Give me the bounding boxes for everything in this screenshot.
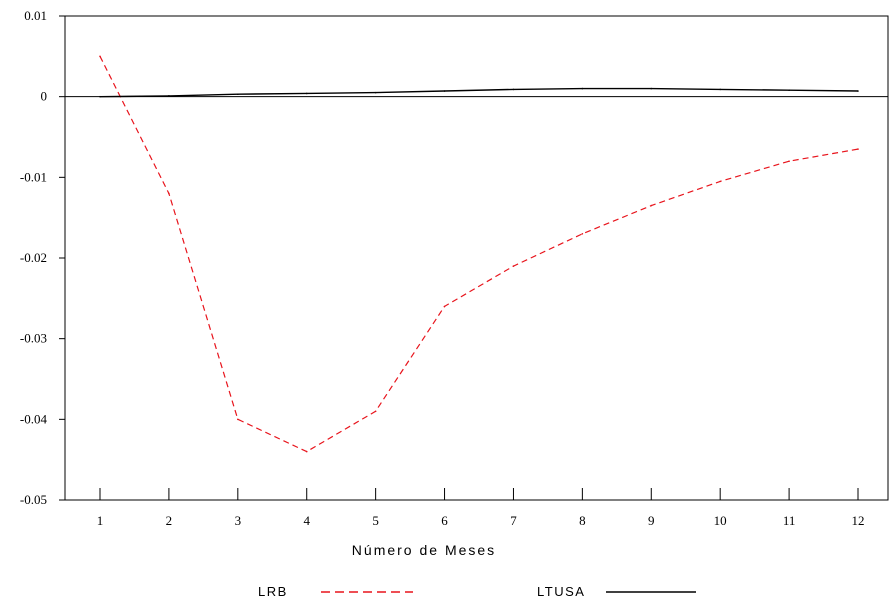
- series-line-ltusa: [99, 87, 859, 98]
- x-tick-label: 3: [235, 513, 242, 528]
- series-line-lrb: [99, 56, 859, 453]
- data-point-lrb: [581, 233, 584, 235]
- x-axis-label: Número de Meses: [352, 542, 496, 558]
- data-point-ltusa: [719, 88, 721, 91]
- x-tick-label: 12: [852, 513, 865, 528]
- x-tick-label: 5: [372, 513, 379, 528]
- x-tick-label: 6: [441, 513, 448, 528]
- data-point-lrb: [305, 450, 308, 453]
- legend-label-lrb: LRB: [258, 584, 288, 599]
- x-tick-label: 11: [783, 513, 796, 528]
- data-point-lrb: [99, 55, 101, 58]
- data-point-lrb: [237, 418, 239, 421]
- data-point-ltusa: [305, 92, 308, 95]
- x-tick-label: 7: [510, 513, 517, 528]
- legend: LRB LTUSA: [258, 584, 696, 599]
- data-point-lrb: [650, 204, 653, 207]
- data-point-ltusa: [788, 89, 790, 92]
- data-point-lrb: [443, 305, 446, 308]
- legend-label-ltusa: LTUSA: [537, 584, 585, 599]
- data-point-ltusa: [857, 90, 859, 92]
- x-tick-label: 8: [579, 513, 586, 528]
- x-tick-label: 9: [648, 513, 655, 528]
- data-point-lrb: [857, 148, 859, 150]
- data-point-ltusa: [650, 87, 653, 90]
- data-point-ltusa: [512, 88, 515, 91]
- x-axis-ticks: 1 2 3 4 5 6 7 8 9 10 11 12: [97, 488, 865, 528]
- data-point-ltusa: [237, 93, 239, 96]
- data-point-ltusa: [443, 90, 446, 92]
- data-point-lrb: [719, 180, 721, 183]
- y-tick-label: -0.02: [20, 250, 47, 265]
- y-axis-ticks: 0.01 0 -0.01 -0.02 -0.03 -0.04 -0.05: [20, 8, 65, 507]
- data-point-lrb: [374, 410, 377, 413]
- data-point-ltusa: [168, 95, 170, 97]
- x-tick-label: 1: [97, 513, 104, 528]
- series-layer: [99, 55, 859, 453]
- y-tick-label: 0: [41, 89, 48, 104]
- data-point-ltusa: [99, 95, 101, 98]
- data-point-ltusa: [374, 91, 377, 94]
- x-tick-label: 10: [714, 513, 727, 528]
- x-tick-label: 4: [303, 513, 310, 528]
- data-point-lrb: [788, 160, 790, 162]
- y-tick-label: 0.01: [24, 8, 47, 23]
- data-point-ltusa: [581, 87, 584, 90]
- y-tick-label: -0.05: [20, 492, 47, 507]
- data-point-lrb: [168, 192, 170, 195]
- x-tick-label: 2: [166, 513, 173, 528]
- y-tick-label: -0.03: [20, 331, 47, 346]
- y-tick-label: -0.04: [20, 411, 48, 426]
- y-tick-label: -0.01: [20, 169, 47, 184]
- data-point-lrb: [512, 265, 515, 267]
